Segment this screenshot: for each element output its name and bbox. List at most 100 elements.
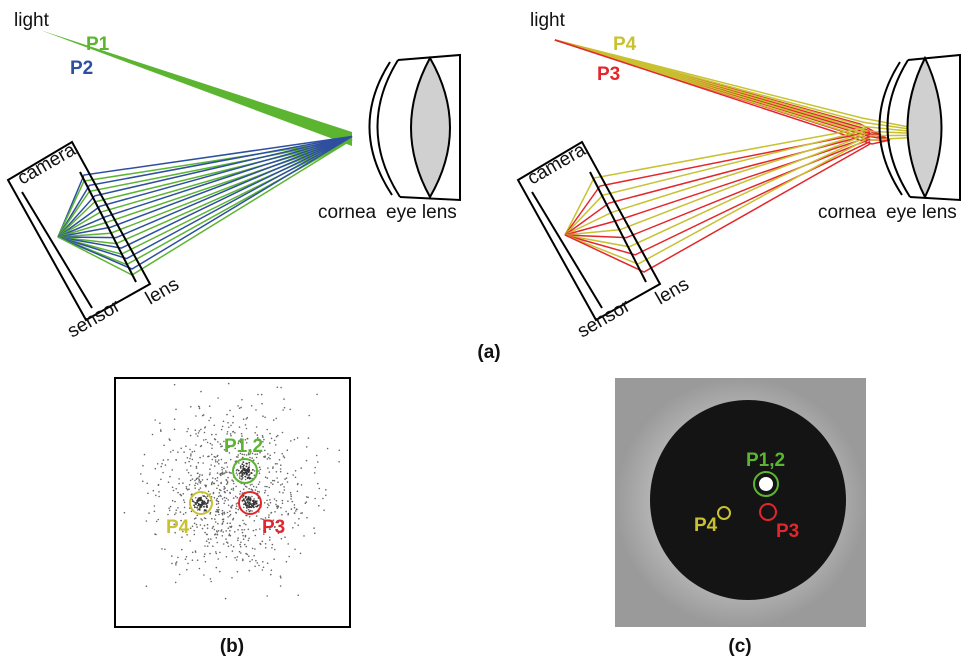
speckle-dot — [228, 527, 230, 529]
reflection-label: P3 — [262, 517, 285, 538]
speckle-dot — [186, 486, 188, 488]
speckle-dot — [172, 450, 174, 452]
speckle-dot — [190, 480, 192, 482]
speckle-dot — [174, 429, 176, 431]
speckle-dot — [200, 391, 202, 393]
speckle-dot — [248, 509, 250, 511]
speckle-dot — [244, 476, 246, 478]
speckle-dot — [223, 488, 225, 490]
speckle-dot — [200, 481, 202, 483]
speckle-dot — [233, 489, 235, 491]
speckle-dot — [251, 559, 253, 561]
speckle-dot — [215, 521, 217, 523]
speckle-dot — [248, 476, 250, 478]
speckle-dot — [257, 562, 259, 564]
speckle-dot — [245, 424, 247, 426]
speckle-dot — [268, 457, 270, 459]
speckle-dot — [198, 500, 200, 502]
speckle-dot — [253, 486, 255, 488]
speckle-dot — [227, 422, 229, 424]
speckle-dot — [192, 552, 194, 554]
speckle-dot — [255, 501, 257, 503]
speckle-dot — [292, 501, 294, 503]
speckle-dot — [229, 472, 231, 474]
speckle-dot — [175, 512, 177, 514]
speckle-dot — [248, 467, 250, 469]
speckle-dot — [255, 529, 257, 531]
speckle-dot — [222, 498, 224, 500]
speckle-dot — [124, 512, 126, 514]
speckle-dot — [217, 441, 219, 443]
speckle-dot — [187, 563, 189, 565]
speckle-dot — [196, 524, 198, 526]
speckle-dot — [303, 535, 305, 537]
speckle-dot — [192, 459, 194, 461]
speckle-dot — [184, 507, 186, 509]
speckle-dot — [195, 517, 197, 519]
speckle-dot — [258, 483, 260, 485]
speckle-dot — [204, 517, 206, 519]
speckle-dot — [226, 541, 228, 543]
speckle-dot — [294, 507, 296, 509]
speckle-dot — [259, 481, 261, 483]
speckle-dot — [203, 439, 205, 441]
speckle-dot — [327, 448, 329, 450]
speckle-dot — [252, 505, 254, 507]
speckle-dot — [190, 527, 192, 529]
speckle-dot — [266, 500, 268, 502]
speckle-dot — [231, 526, 233, 528]
speckle-dot — [286, 561, 288, 563]
speckle-dot — [209, 474, 211, 476]
speckle-dot — [248, 496, 250, 498]
speckle-dot — [219, 552, 221, 554]
speckle-dot — [201, 504, 203, 506]
speckle-dot — [248, 488, 250, 490]
speckle-dot — [268, 505, 270, 507]
speckle-dot — [206, 540, 208, 542]
speckle-dot — [243, 523, 245, 525]
speckle-dot — [243, 418, 245, 420]
speckle-dot — [155, 495, 157, 497]
speckle-dot — [205, 426, 207, 428]
speckle-dot — [146, 520, 148, 522]
speckle-dot — [275, 418, 277, 420]
speckle-dot — [249, 464, 251, 466]
speckle-dot — [260, 469, 262, 471]
speckle-dot — [280, 575, 282, 577]
speckle-dot — [189, 449, 191, 451]
speckle-dot — [213, 492, 215, 494]
speckle-dot — [190, 465, 192, 467]
speckle-dot — [244, 484, 246, 486]
speckle-dot — [209, 493, 211, 495]
speckle-dot — [175, 409, 177, 411]
speckle-dot — [254, 566, 256, 568]
speckle-dot — [264, 502, 266, 504]
speckle-dot — [254, 432, 256, 434]
speckle-dot — [157, 463, 159, 465]
speckle-dot — [294, 504, 296, 506]
speckle-dot — [267, 458, 269, 460]
speckle-dot — [239, 426, 241, 428]
speckle-dot — [250, 484, 252, 486]
speckle-dot — [224, 513, 226, 515]
speckle-dot — [323, 510, 325, 512]
speckle-dot — [212, 477, 214, 479]
speckle-dot — [282, 500, 284, 502]
speckle-dot — [195, 429, 197, 431]
speckle-dot — [238, 470, 240, 472]
speckle-dot — [245, 535, 247, 537]
speckle-dot — [200, 498, 202, 500]
reflection-label: P1,2 — [224, 436, 263, 457]
speckle-dot — [185, 445, 187, 447]
speckle-dot — [237, 405, 239, 407]
speckle-dot — [232, 422, 234, 424]
glint — [759, 477, 773, 491]
speckle-dot — [317, 483, 319, 485]
speckle-dot — [218, 485, 220, 487]
speckle-dot — [158, 484, 160, 486]
speckle-dot — [211, 484, 213, 486]
speckle-dot — [183, 499, 185, 501]
speckle-dot — [266, 595, 268, 597]
speckle-dot — [207, 456, 209, 458]
speckle-dot — [204, 525, 206, 527]
